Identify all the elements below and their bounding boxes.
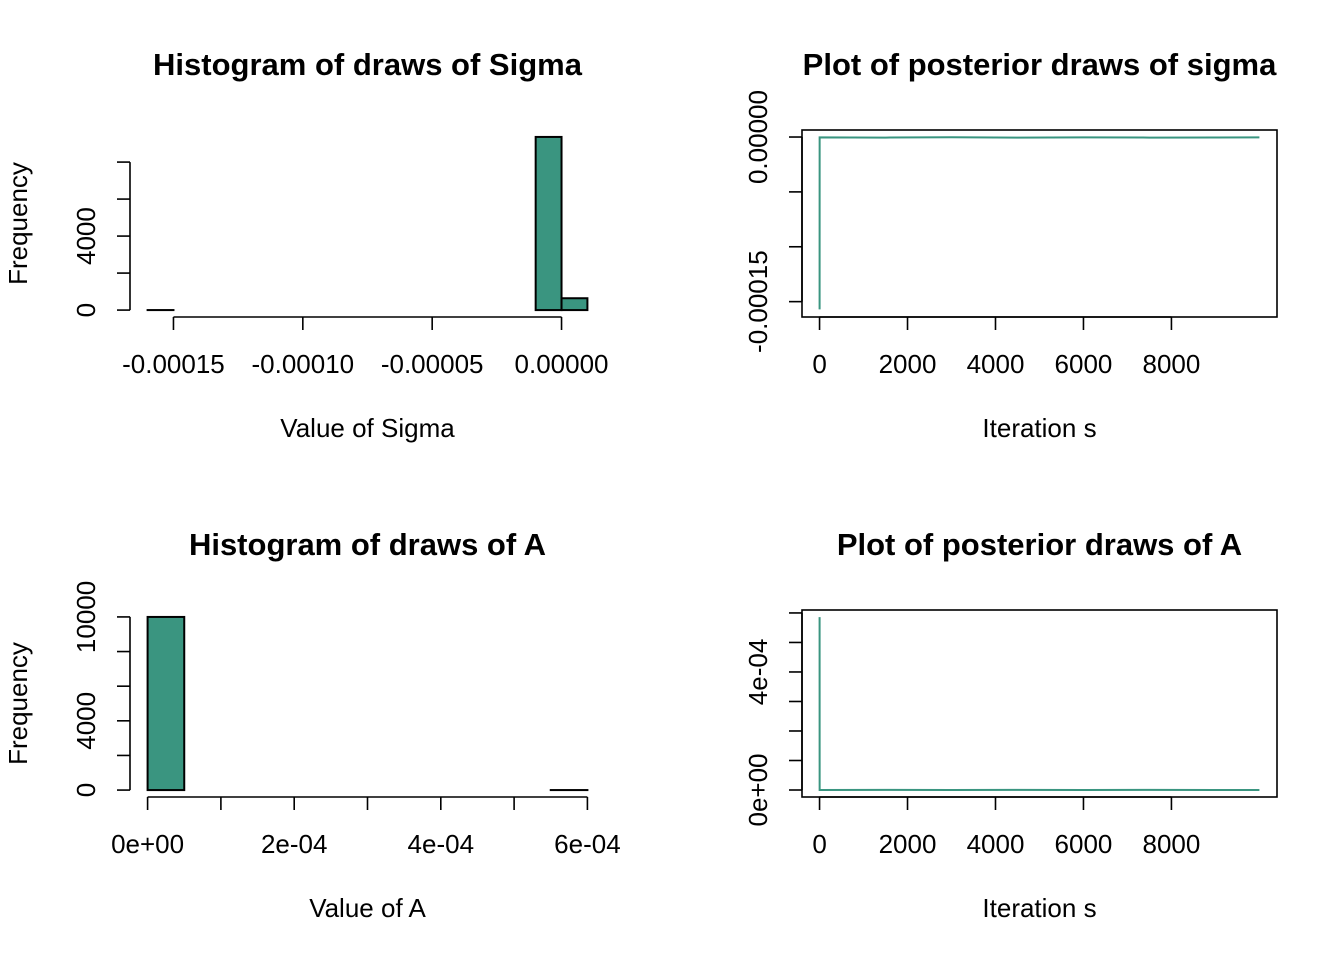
chart-title: Plot of posterior draws of sigma	[803, 47, 1277, 82]
x-tick-label: -0.00010	[251, 349, 354, 379]
histogram-bar	[560, 297, 589, 312]
y-tick-label: 0	[71, 783, 101, 797]
y-tick-label: 4e-04	[743, 639, 773, 706]
plot-box	[801, 609, 1278, 798]
trace-line	[818, 617, 1260, 791]
x-tick-label: 2000	[879, 829, 937, 859]
x-tick-label: 6000	[1055, 349, 1113, 379]
x-tick-label: 4000	[967, 349, 1025, 379]
x-tick-label: 8000	[1143, 349, 1201, 379]
y-tick-label: 10000	[71, 581, 101, 653]
x-axis-label: Iteration s	[982, 413, 1096, 443]
x-tick-label: 0	[812, 829, 826, 859]
histogram-bar	[534, 135, 563, 312]
trace-line	[818, 136, 1260, 310]
x-tick-label: 6000	[1055, 829, 1113, 859]
y-tick-label: 4000	[71, 207, 101, 265]
x-tick-label: 2e-04	[261, 829, 328, 859]
chart-title: Histogram of draws of A	[189, 527, 546, 562]
x-tick-label: 2000	[879, 349, 937, 379]
x-tick-label: -0.00015	[122, 349, 225, 379]
x-tick-label: -0.00005	[381, 349, 484, 379]
y-tick-label: 0.00000	[743, 90, 773, 184]
x-tick-label: 0.00000	[515, 349, 609, 379]
x-tick-label: 4000	[967, 829, 1025, 859]
y-tick-label: 4000	[71, 692, 101, 750]
x-axis-label: Iteration s	[982, 893, 1096, 923]
y-tick-label: -0.00015	[743, 250, 773, 353]
y-tick-label: 0e+00	[743, 753, 773, 826]
plot-box	[801, 129, 1278, 318]
histogram-bar	[146, 615, 186, 792]
chart-title: Histogram of draws of Sigma	[153, 47, 583, 82]
y-axis-label: Frequency	[3, 642, 33, 765]
x-tick-label: 4e-04	[408, 829, 475, 859]
chart-title: Plot of posterior draws of A	[837, 527, 1242, 562]
x-axis-label: Value of A	[309, 893, 426, 923]
y-axis-label: Frequency	[3, 162, 33, 285]
x-tick-label: 0	[812, 349, 826, 379]
x-tick-label: 8000	[1143, 829, 1201, 859]
x-tick-label: 6e-04	[554, 829, 621, 859]
x-axis-label: Value of Sigma	[280, 413, 455, 443]
x-tick-label: 0e+00	[111, 829, 184, 859]
y-tick-label: 0	[71, 303, 101, 317]
